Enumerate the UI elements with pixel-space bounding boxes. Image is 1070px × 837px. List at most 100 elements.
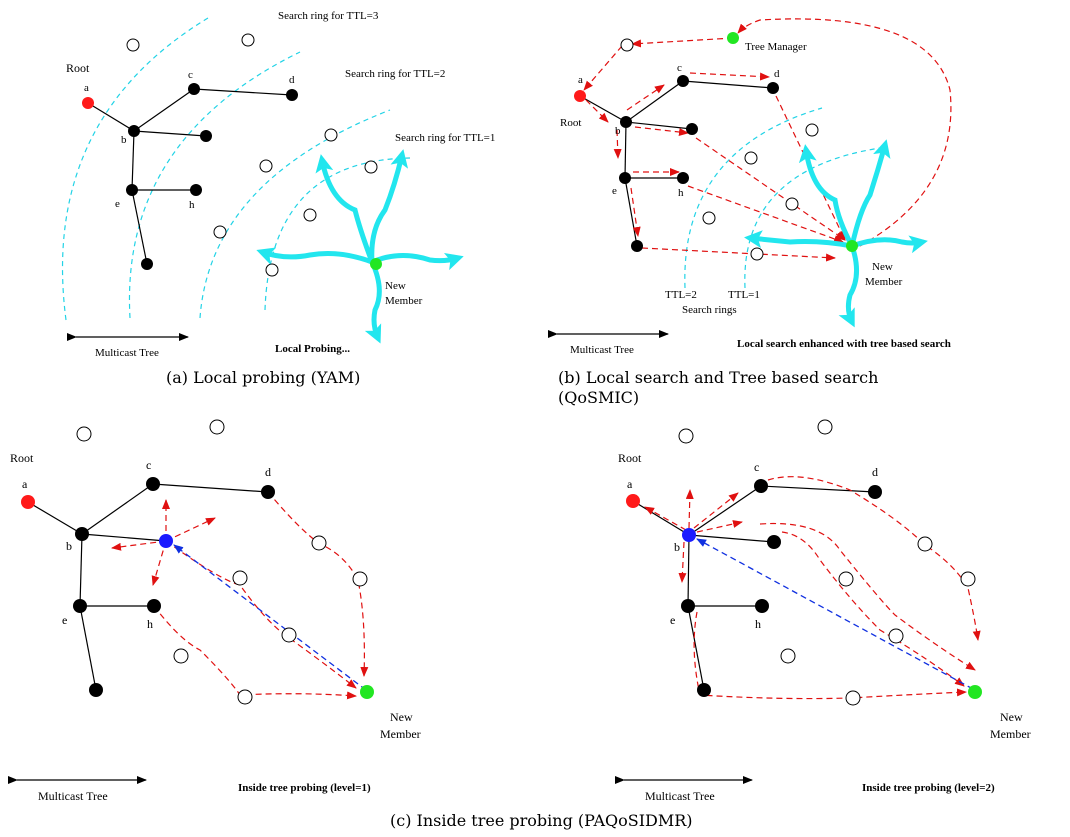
edge-a-b: [579, 95, 627, 123]
root-label: Root: [10, 451, 34, 465]
edge-e-y: [79, 605, 97, 691]
tree-manager-label: Tree Manager: [745, 41, 807, 53]
node-h: [190, 184, 202, 196]
local-search-arrows: [744, 139, 928, 328]
action-label: Inside tree probing (level=2): [862, 782, 995, 794]
ring-ttl1: [744, 147, 881, 289]
root-node-a: [21, 495, 35, 509]
root-node-a: [82, 97, 94, 109]
edge-a-b: [87, 102, 135, 132]
node-d: [261, 485, 275, 499]
ttl2-label: TTL=2: [665, 289, 697, 301]
caption-b-line2: (QoSMIC): [558, 388, 639, 407]
label-a: a: [578, 74, 583, 86]
edge-b-c: [625, 80, 684, 123]
free-node: [281, 627, 297, 643]
panel-c1: Root a b c d e h New Member Multicast Tr…: [8, 419, 421, 803]
ring-ttl2: [128, 51, 301, 319]
free-node: [237, 689, 253, 705]
free-node: [917, 536, 933, 552]
tree-search-arrows: [585, 72, 846, 262]
ring-ttl1: [199, 109, 391, 319]
node-h: [755, 599, 769, 613]
free-node: [805, 123, 819, 137]
panel-a: Search ring for TTL=3 Search ring for TT…: [61, 10, 495, 387]
label-c: c: [188, 69, 193, 81]
new-member-label-2: Member: [385, 295, 423, 307]
free-node: [232, 570, 248, 586]
free-node: [817, 419, 833, 435]
tree-manager-node: [727, 32, 739, 44]
node-d: [868, 485, 882, 499]
edge-a-b: [632, 500, 690, 536]
root-label: Root: [66, 61, 90, 75]
free-node: [702, 211, 716, 225]
caption-c: (c) Inside tree probing (PAQoSIDMR): [390, 811, 693, 830]
node-c: [754, 479, 768, 493]
free-node: [785, 197, 799, 211]
label-c: c: [146, 458, 151, 472]
new-member-node: [968, 685, 982, 699]
multicast-tree-label: Multicast Tree: [570, 344, 634, 356]
panel-b: TTL=2 TTL=1 Search rings: [548, 18, 952, 407]
new-member-label-2: Member: [380, 727, 421, 741]
edge-b-c: [81, 483, 154, 535]
free-node: [303, 208, 317, 222]
label-h: h: [147, 617, 153, 631]
tm-to-root: [583, 45, 623, 91]
edge-a-b: [27, 501, 83, 535]
root-node-a: [626, 494, 640, 508]
action-label: Inside tree probing (level=1): [238, 782, 371, 794]
edge-c-d: [682, 80, 774, 89]
node-e: [619, 172, 631, 184]
label-e: e: [115, 198, 120, 210]
new-member-label-1: New: [385, 280, 406, 292]
new-member-node: [370, 258, 382, 270]
edge-c-d: [193, 88, 293, 96]
edge-e-y: [687, 605, 705, 691]
label-a: a: [84, 82, 89, 94]
label-h: h: [678, 187, 684, 199]
label-a: a: [22, 477, 28, 491]
probing-node: [159, 534, 173, 548]
new-member-node: [360, 685, 374, 699]
probing-node-b: [682, 528, 696, 542]
node-y: [631, 240, 643, 252]
level2-probe-arrows: [644, 476, 981, 700]
edge-b-x: [688, 534, 775, 543]
free-node: [620, 38, 634, 52]
free-node: [213, 225, 227, 239]
label-e: e: [62, 613, 67, 627]
ring-ttl2: [684, 107, 823, 289]
label-h: h: [189, 199, 195, 211]
label-d: d: [774, 68, 780, 80]
edge-b-e: [131, 130, 135, 191]
multicast-tree-label: Multicast Tree: [95, 347, 159, 359]
node-e: [126, 184, 138, 196]
label-b: b: [121, 134, 127, 146]
action-label: Local search enhanced with tree based se…: [737, 338, 951, 350]
panel-c2: Root a b c d e h New Member Multicast Tr…: [615, 419, 1031, 803]
label-c: c: [754, 460, 759, 474]
label-b: b: [66, 539, 72, 553]
free-node: [845, 690, 861, 706]
caption-b-line1: (b) Local search and Tree based search: [558, 368, 878, 387]
edge-b-x: [133, 130, 207, 137]
node-b: [75, 527, 89, 541]
free-node: [265, 263, 279, 277]
local-probe-arrows: [256, 149, 464, 344]
free-node: [744, 151, 758, 165]
ring-ttl1-label: Search ring for TTL=1: [395, 132, 495, 144]
free-node: [750, 247, 764, 261]
tm-to-white: [631, 37, 734, 48]
edge-b-e: [624, 121, 627, 179]
free-node: [960, 571, 976, 587]
free-node: [888, 628, 904, 644]
action-label: Local Probing...: [275, 343, 350, 355]
label-d: d: [265, 465, 271, 479]
multicast-tree-label: Multicast Tree: [645, 789, 715, 803]
caption-a: (a) Local probing (YAM): [166, 368, 360, 387]
free-node: [838, 571, 854, 587]
edge-b-c: [133, 88, 195, 132]
